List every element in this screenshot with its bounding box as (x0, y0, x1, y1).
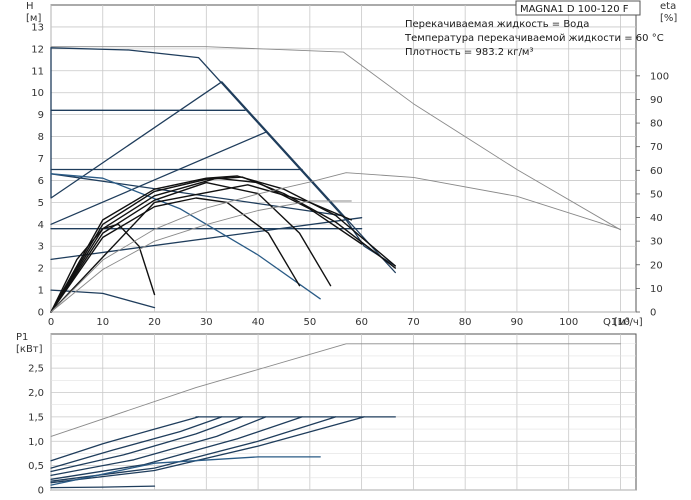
y-tick-label: 1 (38, 286, 44, 297)
x-tick-label: 90 (511, 317, 524, 328)
model-label-box: MAGNA1 D 100-120 F (515, 0, 641, 16)
x-tick-label: 110 (611, 317, 630, 328)
head-curve-series-1 (50, 47, 396, 267)
y-tick-label: 2 (38, 264, 44, 275)
head-curve-series-12 (50, 176, 396, 313)
y2-tick-label: 100 (650, 71, 669, 82)
y-tick-label: 8 (38, 132, 44, 143)
y-tick-label: 9 (38, 110, 44, 121)
head-curve-series-9 (50, 289, 156, 309)
power-tick-label: 0,5 (28, 461, 44, 472)
power-curve-series-10 (50, 485, 156, 489)
head-curve-series-15 (50, 197, 301, 313)
head-curve-series-16 (50, 223, 156, 313)
power-chart-grid (50, 333, 637, 491)
x-tick-label: 70 (407, 317, 420, 328)
power-tick-label: 1,0 (28, 437, 44, 448)
x-tick-label: 80 (459, 317, 472, 328)
power-tick-label: 1,5 (28, 412, 44, 423)
x-tick-label: 30 (200, 317, 213, 328)
y2-tick-label: 50 (650, 189, 663, 200)
power-tick-label: 2,0 (28, 388, 44, 399)
head-curve-series-4 (50, 131, 267, 225)
fluid-info-line-1: Перекачиваемая жидкость = Вода (405, 19, 589, 30)
power-axis-unit: [кВт] (16, 344, 43, 355)
y2-tick-label: 60 (650, 166, 663, 177)
power-curve-series-9 (50, 456, 321, 486)
y2-tick-label: 30 (650, 237, 663, 248)
head-curve-series-19 (50, 200, 352, 313)
head-curve-series-14 (50, 181, 332, 313)
x-tick-label: 20 (148, 317, 161, 328)
head-curve-series-7 (50, 217, 363, 261)
flow-axis-unit: [м³/ч] (614, 317, 643, 328)
fluid-info-line-3: Плотность = 983.2 кг/м³ (405, 47, 534, 58)
head-chart-curves (50, 46, 621, 313)
fluid-info-line-2: Температура перекачиваемой жидкости = 60… (404, 33, 664, 44)
head-curve-series-17 (50, 184, 352, 313)
power-curve-series-0 (50, 343, 621, 437)
x-tick-label: 50 (303, 317, 316, 328)
head-chart-grid (50, 4, 640, 313)
y2-tick-label: 0 (650, 308, 656, 319)
x-tick-label: 10 (96, 317, 109, 328)
head-curve-series-10 (50, 173, 321, 300)
eta-axis-title: eta (660, 1, 676, 12)
power-chart-curves (50, 343, 621, 489)
head-axis-title: H (26, 1, 34, 12)
x-tick-label: 60 (355, 317, 368, 328)
y-tick-label: 0 (38, 308, 44, 319)
y2-tick-label: 10 (650, 284, 663, 295)
x-tick-label: 0 (48, 317, 54, 328)
eta-axis-unit: [%] (660, 13, 677, 24)
y2-tick-label: 20 (650, 260, 663, 271)
power-tick-label: 2,5 (28, 364, 44, 375)
y-tick-label: 7 (38, 154, 44, 165)
y-tick-label: 13 (31, 22, 44, 33)
x-tick-label: 100 (559, 317, 578, 328)
y-tick-label: 6 (38, 176, 44, 187)
y-tick-label: 11 (31, 66, 44, 77)
head-curve-series-0 (50, 46, 621, 231)
y-tick-label: 4 (38, 220, 44, 231)
power-curve-series-3 (50, 416, 223, 469)
y2-tick-label: 70 (650, 142, 663, 153)
y-tick-label: 10 (31, 88, 44, 99)
head-curve-series-18 (50, 172, 621, 313)
power-curve-series-5 (50, 416, 267, 477)
power-curve-series-4 (50, 416, 244, 473)
head-curve-series-2 (50, 47, 396, 274)
power-axis-title: P1 (16, 332, 28, 343)
head-axis-unit: [м] (26, 13, 41, 24)
power-curve-series-8 (50, 416, 365, 484)
y2-tick-label: 90 (650, 95, 663, 106)
y2-tick-label: 80 (650, 119, 663, 130)
head-curve-series-11 (50, 175, 396, 313)
power-curve-series-2 (50, 416, 200, 462)
y-tick-label: 12 (31, 44, 44, 55)
y-tick-label: 3 (38, 242, 44, 253)
axis-labels: 0 10 20 30 40 50 60 70 80 90 100 110012345678910111… (28, 22, 669, 496)
x-tick-label: 40 (252, 317, 265, 328)
y-tick-label: 5 (38, 198, 44, 209)
y2-tick-label: 40 (650, 213, 663, 224)
power-tick-label: 0 (38, 486, 44, 497)
model-name: MAGNA1 D 100-120 F (520, 4, 629, 15)
flow-axis-title: Q (603, 317, 611, 328)
power-curve-series-6 (50, 416, 303, 480)
